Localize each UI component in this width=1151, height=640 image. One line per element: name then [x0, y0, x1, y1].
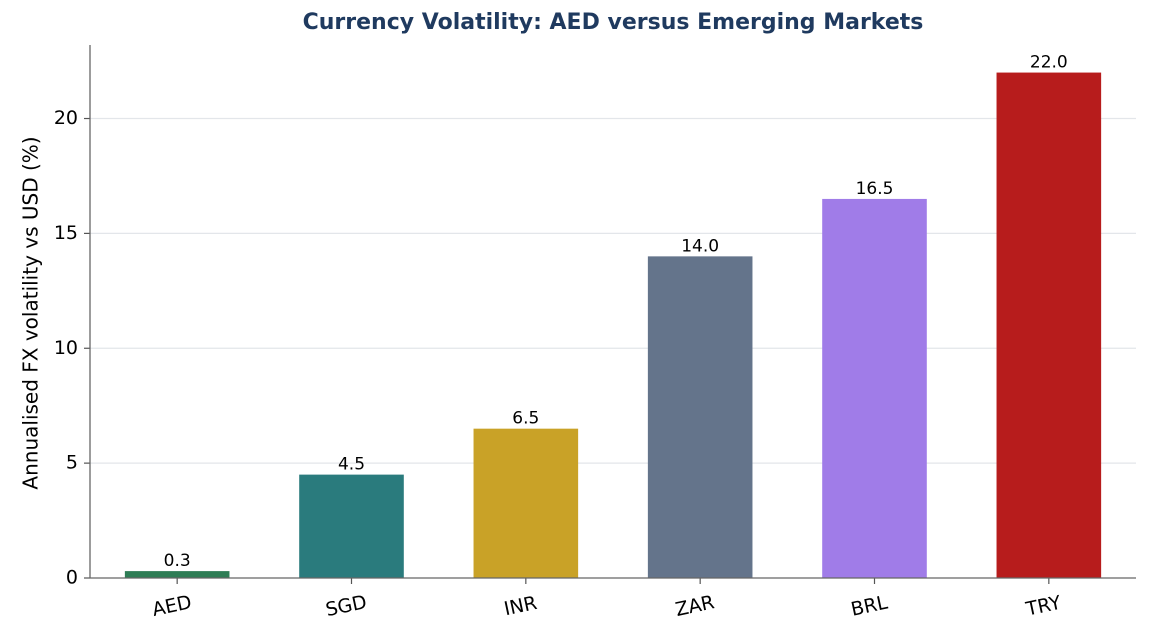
x-tick-label: ZAR	[673, 591, 716, 621]
value-label: 0.3	[164, 551, 191, 571]
x-tick-label: SGD	[324, 591, 369, 621]
bar-sgd	[299, 474, 404, 578]
value-label: 4.5	[338, 455, 365, 475]
x-tick-label: AED	[150, 591, 193, 621]
value-label: 16.5	[856, 179, 894, 199]
value-label: 6.5	[512, 409, 539, 429]
bar-try	[996, 72, 1102, 578]
value-label: 14.0	[681, 236, 719, 256]
bar-zar	[647, 256, 753, 578]
bar-inr	[473, 428, 579, 578]
y-tick-label: 20	[54, 107, 78, 129]
axes	[84, 45, 1136, 584]
x-tick-label: INR	[502, 592, 539, 620]
value-label: 22.0	[1030, 53, 1068, 73]
bar-aed	[124, 571, 230, 578]
y-tick-label: 0	[66, 567, 78, 589]
y-tick-label: 15	[54, 222, 78, 244]
x-tick-label: BRL	[849, 591, 890, 620]
y-tick-label: 5	[66, 452, 78, 474]
bars	[124, 72, 1102, 578]
x-tick-label: TRY	[1023, 592, 1063, 621]
y-axis-label: Annualised FX volatility vs USD (%)	[19, 136, 43, 489]
y-tick-label: 10	[54, 337, 78, 359]
gridlines	[90, 117, 1136, 464]
chart-title: Currency Volatility: AED versus Emerging…	[302, 10, 924, 35]
bar-brl	[822, 198, 927, 578]
